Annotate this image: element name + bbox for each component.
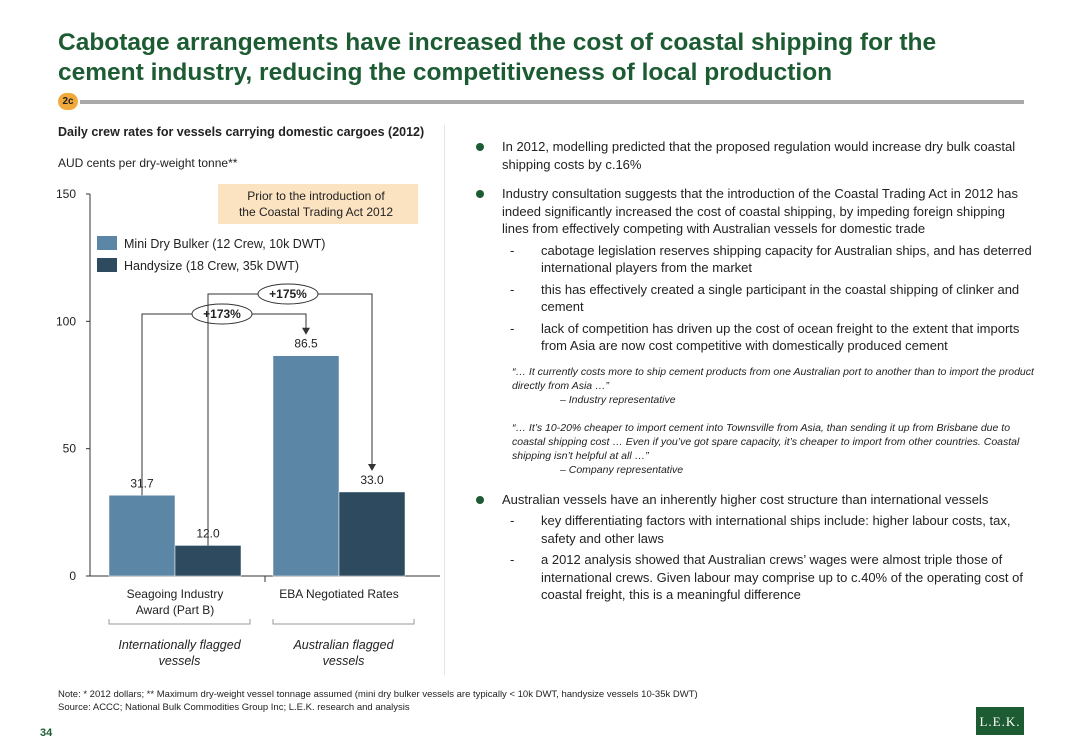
- section-badge: 2c: [58, 93, 78, 110]
- sub-bullet-text: key differentiating factors with interna…: [541, 513, 1011, 546]
- dash-icon: -: [510, 242, 515, 258]
- bar: [272, 355, 340, 577]
- footnote-source: Source: ACCC; National Bulk Commodities …: [58, 702, 410, 713]
- sub-bullet: - a 2012 analysis showed that Australian …: [474, 551, 1034, 604]
- x-tick-label: EBA Negotiated Rates: [279, 587, 398, 601]
- legend-label: Handysize (18 Crew, 35k DWT): [124, 259, 299, 273]
- sub-bullet-text: cabotage legislation reserves shipping c…: [541, 242, 1032, 276]
- sub-bullet: - lack of competition has driven up the c…: [474, 320, 1034, 355]
- page-title: Cabotage arrangements have increased the…: [58, 28, 1048, 88]
- x-tick-label: Award (Part B): [136, 603, 214, 617]
- quote-text: “… It’s 10-20% cheaper to import cement …: [512, 421, 1020, 462]
- quote-attribution: – Company representative: [560, 463, 684, 476]
- bullet-point: Industry consultation suggests that the …: [474, 185, 1034, 477]
- data-label: 86.5: [294, 337, 318, 351]
- comparison-label: +173%: [203, 307, 241, 321]
- bullet-point: Australian vessels have an inherently hi…: [474, 491, 1034, 604]
- lek-logo: L.E.K.: [976, 707, 1024, 735]
- arrow-icon: [302, 327, 310, 335]
- comparison-bubble: [191, 303, 253, 325]
- bullet-text: Industry consultation suggests that the …: [502, 186, 1018, 236]
- bar: [338, 491, 406, 577]
- page-number: 34: [40, 727, 53, 739]
- dash-icon: -: [510, 513, 515, 528]
- bar: [108, 495, 176, 577]
- dash-icon: -: [510, 281, 515, 297]
- data-label: 33.0: [360, 473, 384, 487]
- y-tick-label: 150: [56, 187, 76, 201]
- arrow-icon: [368, 463, 376, 471]
- bullet-dot-icon: [476, 143, 484, 151]
- bullet-dot-icon: [476, 495, 484, 504]
- group-bracket: [272, 619, 415, 625]
- legend-label: Mini Dry Bulker (12 Crew, 10k DWT): [124, 237, 325, 251]
- comparison-bubble: [257, 283, 319, 305]
- chart-title: Daily crew rates for vessels carrying do…: [58, 125, 425, 139]
- y-tick-label: 0: [69, 569, 76, 583]
- bar: [174, 545, 242, 577]
- page-title-line-1: Cabotage arrangements have increased the…: [58, 29, 937, 56]
- y-tick-label: 100: [56, 314, 76, 328]
- legend-swatch: [97, 236, 117, 250]
- bullet-text: In 2012, modelling predicted that the pr…: [502, 139, 1016, 172]
- quote: “… It currently costs more to ship cemen…: [474, 365, 1034, 407]
- commentary-bullets: In 2012, modelling predicted that the pr…: [474, 138, 1034, 616]
- bullet-dot-icon: [476, 190, 484, 198]
- page-title-line-2: cement industry, reducing the competitiv…: [58, 59, 833, 86]
- footnote-note: Note: * 2012 dollars; ** Maximum dry-wei…: [58, 689, 698, 700]
- y-tick-label: 50: [63, 442, 77, 456]
- quote: “… It’s 10-20% cheaper to import cement …: [474, 421, 1034, 477]
- sub-bullet: - key differentiating factors with intern…: [474, 512, 1034, 547]
- group-label: vessels: [159, 654, 201, 668]
- sub-bullet-text: this has effectively created a single pa…: [541, 281, 1020, 315]
- dash-icon: -: [510, 552, 515, 567]
- sub-bullet: - cabotage legislation reserves shipping …: [474, 242, 1034, 277]
- annotation-text: Prior to the introduction of: [247, 189, 385, 203]
- quote-text: “… It currently costs more to ship cemen…: [512, 365, 1034, 392]
- group-label: Australian flagged: [292, 638, 394, 652]
- sub-bullet-text: a 2012 analysis showed that Australian c…: [541, 552, 1023, 602]
- legend-swatch: [97, 258, 117, 272]
- footnote: Note: * 2012 dollars; ** Maximum dry-wei…: [58, 688, 698, 714]
- group-label: Internationally flagged: [118, 638, 241, 652]
- annotation-text: the Coastal Trading Act 2012: [239, 205, 393, 219]
- bullet-text: Australian vessels have an inherently hi…: [502, 491, 989, 507]
- group-bracket: [108, 619, 251, 625]
- annotation-box: [218, 184, 418, 224]
- chart-subtitle: AUD cents per dry-weight tonne**: [58, 156, 238, 170]
- bullet-point: In 2012, modelling predicted that the pr…: [474, 138, 1034, 173]
- x-tick-label: Seagoing Industry: [127, 587, 224, 601]
- sub-bullet-text: lack of competition has driven up the co…: [541, 320, 1020, 354]
- sub-bullet: - this has effectively created a single p…: [474, 281, 1034, 316]
- group-label: vessels: [323, 654, 365, 668]
- column-divider: [444, 125, 445, 675]
- quote-attribution: – Industry representative: [560, 393, 676, 406]
- dash-icon: -: [510, 320, 515, 336]
- comparison-label: +175%: [269, 287, 307, 301]
- title-divider: [80, 100, 1024, 104]
